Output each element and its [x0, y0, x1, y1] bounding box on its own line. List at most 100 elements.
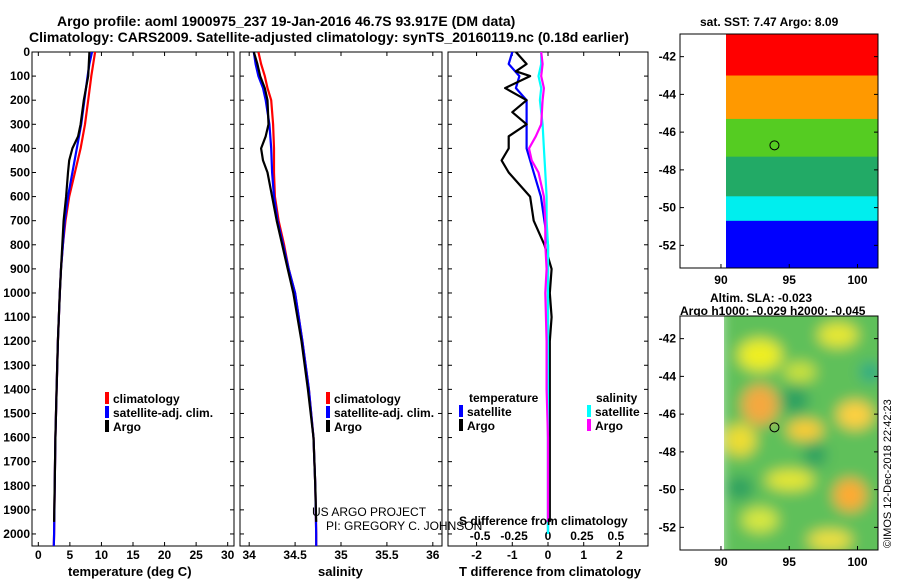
sla-map-title: Altim. SLA: -0.023 — [710, 291, 812, 305]
x-tick-label: 35 — [334, 548, 348, 562]
legend-title-salinity: salinity — [596, 391, 638, 405]
temperature-axis-ticks: 0 5 10 15 20 25 30 — [35, 52, 235, 562]
depth-tick-label: 500 — [10, 165, 30, 179]
sst-map-image — [680, 34, 878, 268]
depth-tick-label: 0 — [23, 45, 30, 59]
legend-label-climatology: climatology — [334, 392, 401, 406]
salinity-depth-ticks — [240, 51, 442, 535]
legend-label-t-argo: Argo — [467, 419, 495, 433]
depth-tick-label: 300 — [10, 117, 30, 131]
salinity-lines — [252, 52, 318, 546]
x-tick-label: 5 — [67, 548, 74, 562]
depth-tick-label: 400 — [10, 141, 30, 155]
legend-swatch-climatology — [326, 392, 330, 404]
sla-map-image — [680, 316, 878, 550]
sla-blob — [742, 508, 778, 532]
x-tick-label: -2 — [471, 548, 482, 562]
sla-blob — [724, 424, 756, 456]
s-tick-label: -0.5 — [470, 529, 491, 543]
depth-tick-label: 700 — [10, 214, 30, 228]
lat-tick-label: -46 — [659, 407, 677, 421]
series-line-argo — [252, 52, 318, 522]
sla-blob — [784, 362, 816, 382]
x-tick-label: 2 — [616, 548, 623, 562]
x-tick-label: 15 — [126, 548, 140, 562]
depth-tick-label: 200 — [10, 93, 30, 107]
lat-tick-label: -46 — [659, 125, 677, 139]
sst-map-frame — [679, 33, 879, 269]
lon-tick-label: 100 — [848, 273, 868, 287]
x-tick-label: 20 — [158, 548, 172, 562]
x-tick-label: 34 — [243, 548, 257, 562]
x-tick-label: 34.5 — [283, 548, 307, 562]
s-tick-label: 0.25 — [570, 529, 594, 543]
depth-tick-label: 1400 — [3, 382, 30, 396]
series-line-s-argo — [527, 52, 550, 522]
lon-tick-label: 90 — [714, 273, 728, 287]
x-tick-label: 30 — [221, 548, 235, 562]
sla-map-panel: Altim. SLA: -0.023 Argo h1000: -0.029 h2… — [659, 291, 879, 569]
series-line-satellite — [252, 52, 318, 546]
series-line-argo — [53, 52, 91, 522]
depth-tick-label: 1900 — [3, 503, 30, 517]
difference-axis-ticks: -2 -1 0 1 2 -0.5 -0.25 0 0.25 0.5 — [470, 52, 625, 562]
x-tick-label: 36 — [426, 548, 440, 562]
lat-tick-label: -48 — [659, 445, 677, 459]
legend-swatch-argo — [326, 420, 330, 432]
pi-credit: PI: GREGORY C. JOHNSON — [326, 519, 482, 533]
sla-blob — [803, 443, 827, 467]
depth-tick-label: 2000 — [3, 527, 30, 541]
legend-swatch-t-argo — [459, 419, 463, 431]
sst-longitude-ticks: 90 95 100 — [714, 264, 868, 287]
salinity-panel: 34 34.5 35 35.5 36 salinity climatology sate… — [239, 51, 482, 579]
temperature-axis-label: temperature (deg C) — [68, 564, 192, 579]
sla-blob — [742, 385, 778, 425]
imos-credit: ©IMOS 12-Dec-2018 22:42:23 — [882, 399, 894, 548]
series-line-s-satellite — [537, 52, 550, 534]
s-tick-label: -0.25 — [500, 529, 528, 543]
t-difference-axis-label: T difference from climatology — [459, 564, 642, 579]
legend-label-argo: Argo — [113, 420, 141, 434]
x-tick-label: 1 — [580, 548, 587, 562]
s-tick-label: 0.5 — [608, 529, 625, 543]
lon-tick-label: 95 — [783, 273, 797, 287]
sla-anomaly-field — [720, 316, 878, 550]
sla-blob — [818, 323, 858, 347]
legend-label-satellite: satellite-adj. clim. — [334, 406, 434, 420]
x-tick-label: -1 — [507, 548, 518, 562]
project-credit: US ARGO PROJECT — [312, 505, 427, 519]
temperature-lines — [52, 52, 97, 546]
title-line-1: Argo profile: aoml 1900975_237 19-Jan-20… — [57, 13, 515, 29]
depth-tick-label: 1300 — [3, 358, 30, 372]
lon-tick-label: 95 — [783, 555, 797, 569]
legend-label-s-argo: Argo — [595, 419, 623, 433]
x-tick-label: 35.5 — [375, 548, 399, 562]
legend-swatch-argo — [105, 420, 109, 432]
s-tick-label: 0 — [545, 529, 552, 543]
depth-tick-label: 900 — [10, 262, 30, 276]
salinity-legend: climatology satellite-adj. clim. Argo — [326, 392, 434, 434]
salinity-axis-label: salinity — [318, 564, 364, 579]
legend-label-argo: Argo — [334, 420, 362, 434]
temperature-panel: 0100200300400500600700800900100011001200… — [3, 45, 234, 579]
sla-blob — [781, 386, 809, 414]
title-line-2: Climatology: CARS2009. Satellite-adjuste… — [29, 29, 629, 45]
lat-tick-label: -52 — [659, 520, 677, 534]
legend-label-t-satellite: satellite — [467, 405, 512, 419]
legend-swatch-satellite — [326, 406, 330, 418]
legend-swatch-climatology — [105, 392, 109, 404]
depth-tick-label: 1700 — [3, 455, 30, 469]
x-tick-label: 25 — [189, 548, 203, 562]
lat-tick-label: -42 — [659, 332, 677, 346]
sla-blob — [860, 362, 878, 382]
difference-panel: -2 -1 0 1 2 -0.5 -0.25 0 0.25 0.5 S difference fr… — [447, 51, 649, 579]
legend-title-temperature: temperature — [469, 391, 539, 405]
x-tick-label: 0 — [545, 548, 552, 562]
sst-argo-location-marker — [769, 140, 780, 151]
sst-map-title: sat. SST: 7.47 Argo: 8.09 — [700, 15, 839, 29]
depth-tick-label: 1600 — [3, 431, 30, 445]
depth-tick-label: 1100 — [4, 310, 30, 324]
sla-map-frame — [679, 315, 879, 551]
x-tick-label: 0 — [35, 548, 42, 562]
